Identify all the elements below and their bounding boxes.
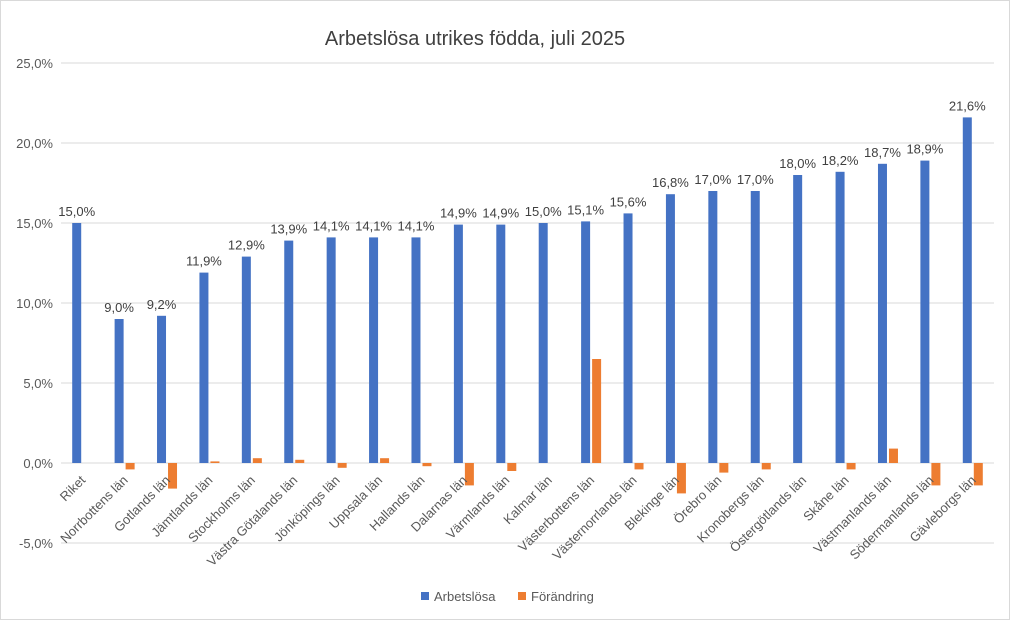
y-tick-label: 25,0%	[16, 56, 53, 71]
data-label-arbetslosa: 14,1%	[355, 218, 392, 233]
legend-label-forandring: Förändring	[531, 589, 594, 604]
data-label-arbetslosa: 21,6%	[949, 98, 986, 113]
chart-title: Arbetslösa utrikes födda, juli 2025	[325, 28, 625, 50]
bar-arbetslosa	[623, 213, 633, 463]
data-label-arbetslosa: 9,0%	[104, 300, 134, 315]
bar-arbetslosa	[708, 191, 718, 463]
data-label-arbetslosa: 17,0%	[694, 172, 731, 187]
bar-arbetslosa	[496, 224, 506, 463]
data-label-arbetslosa: 16,8%	[652, 175, 689, 190]
y-tick-label: 0,0%	[23, 456, 53, 471]
legend-swatch-forandring	[518, 592, 526, 600]
data-label-arbetslosa: 15,0%	[525, 204, 562, 219]
bar-forandring	[761, 463, 771, 470]
data-label-arbetslosa: 13,9%	[270, 222, 307, 237]
bar-forandring	[464, 463, 474, 486]
data-label-arbetslosa: 12,9%	[228, 238, 265, 253]
data-label-arbetslosa: 15,1%	[567, 202, 604, 217]
data-label-arbetslosa: 15,0%	[58, 204, 95, 219]
data-label-arbetslosa: 9,2%	[147, 297, 177, 312]
bar-arbetslosa	[241, 256, 251, 463]
bar-forandring	[931, 463, 941, 486]
bar-arbetslosa	[72, 223, 82, 463]
bar-forandring	[846, 463, 856, 470]
y-tick-label: 20,0%	[16, 136, 53, 151]
bar-forandring	[380, 458, 390, 463]
bar-arbetslosa	[835, 171, 845, 464]
bar-forandring	[168, 463, 178, 489]
x-tick-label: Riket	[57, 472, 89, 504]
data-labels: 15,0% 9,0% 9,2% 11,9% 12,9% 13,9% 14,1% 14,1% 14…	[58, 98, 986, 315]
bar-arbetslosa	[453, 224, 463, 463]
y-axis: 25,0% 20,0% 15,0% 10,0% 5,0% 0,0% -5,0%	[16, 56, 53, 551]
bar-arbetslosa	[793, 175, 803, 463]
data-label-arbetslosa: 14,1%	[398, 218, 435, 233]
bar-arbetslosa	[284, 240, 294, 463]
bar-arbetslosa	[750, 191, 760, 463]
bar-arbetslosa	[114, 319, 124, 463]
bar-arbetslosa	[157, 315, 167, 463]
data-label-arbetslosa: 14,1%	[313, 218, 350, 233]
bar-forandring	[252, 458, 262, 463]
y-tick-label: 15,0%	[16, 216, 53, 231]
y-tick-label: 10,0%	[16, 296, 53, 311]
bar-forandring	[634, 463, 644, 470]
bar-forandring	[295, 459, 305, 463]
bar-arbetslosa	[581, 221, 591, 463]
bar-arbetslosa	[326, 237, 336, 463]
bar-forandring	[592, 359, 602, 463]
bar-arbetslosa	[369, 237, 379, 463]
legend: Arbetslösa Förändring	[421, 589, 594, 604]
bar-forandring	[719, 463, 729, 473]
x-tick-label: Västerbottens län	[515, 473, 597, 555]
data-label-arbetslosa: 17,0%	[737, 172, 774, 187]
bar-arbetslosa	[199, 272, 209, 463]
x-tick-label: Västmanlands län	[810, 473, 894, 557]
data-label-arbetslosa: 18,9%	[906, 142, 943, 157]
y-tick-label: 5,0%	[23, 376, 53, 391]
data-label-arbetslosa: 11,9%	[186, 254, 222, 269]
bars	[72, 117, 983, 494]
bar-forandring	[888, 448, 898, 463]
bar-arbetslosa	[411, 237, 421, 463]
legend-label-arbetslosa: Arbetslösa	[434, 589, 496, 604]
bar-forandring	[210, 461, 220, 463]
bar-forandring	[125, 463, 135, 470]
bar-arbetslosa	[877, 163, 887, 464]
bar-forandring	[337, 463, 347, 468]
data-label-arbetslosa: 15,6%	[610, 194, 647, 209]
bar-arbetslosa	[538, 223, 548, 463]
legend-swatch-arbetslosa	[421, 592, 429, 600]
data-label-arbetslosa: 14,9%	[482, 206, 519, 221]
bar-forandring	[507, 463, 517, 471]
bar-forandring	[422, 463, 432, 467]
bar-arbetslosa	[962, 117, 972, 464]
data-label-arbetslosa: 14,9%	[440, 206, 477, 221]
bar-forandring	[676, 463, 686, 494]
data-label-arbetslosa: 18,2%	[822, 153, 859, 168]
bar-arbetslosa	[920, 160, 930, 463]
data-label-arbetslosa: 18,7%	[864, 145, 901, 160]
y-tick-label: -5,0%	[19, 536, 53, 551]
bar-forandring	[973, 463, 983, 486]
bar-arbetslosa	[665, 194, 675, 463]
data-label-arbetslosa: 18,0%	[779, 156, 816, 171]
